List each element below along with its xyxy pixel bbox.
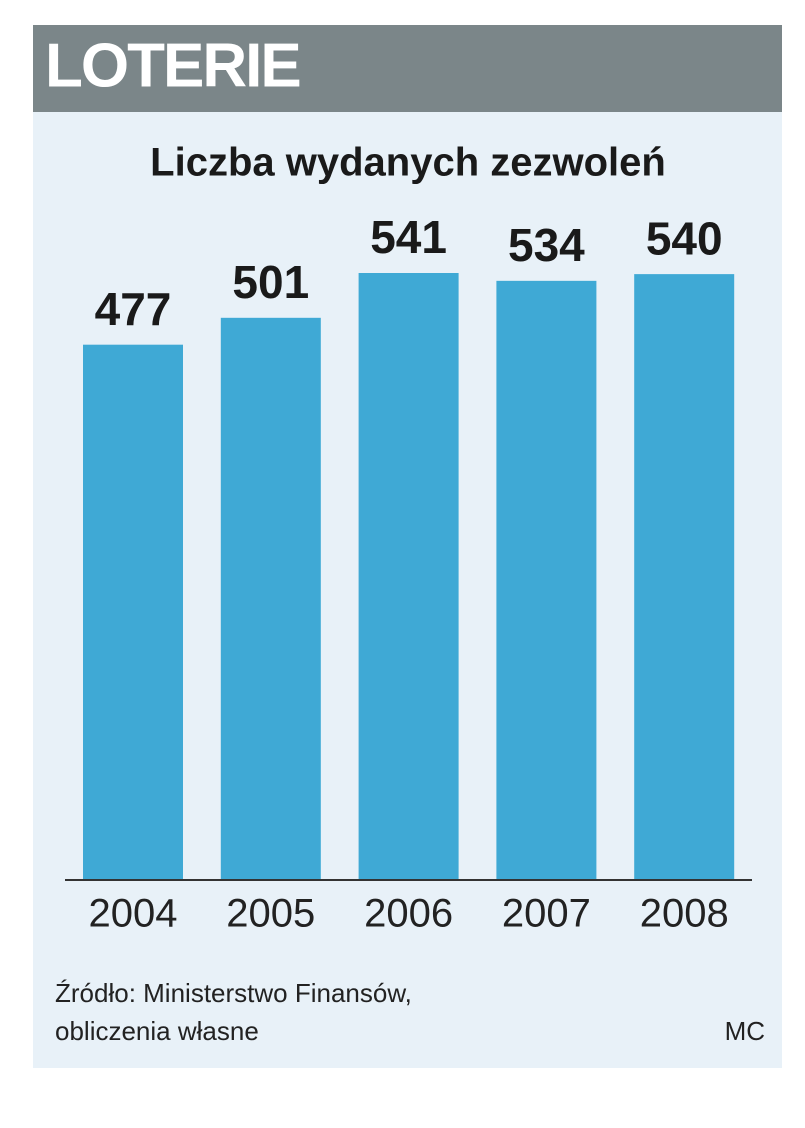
bar	[496, 280, 597, 879]
x-tick-label: 2007	[502, 892, 591, 936]
value-label: 540	[646, 212, 723, 264]
x-tick-label: 2006	[364, 892, 453, 936]
bar	[358, 273, 459, 879]
x-tick-label: 2005	[226, 892, 315, 936]
bar	[83, 344, 183, 879]
bar	[634, 274, 735, 880]
x-tick-label: 2008	[640, 892, 729, 936]
bar	[220, 317, 321, 879]
credit: MC	[725, 1016, 765, 1046]
value-label: 541	[370, 211, 447, 263]
value-label: 534	[508, 219, 585, 271]
source: obliczenia własne	[55, 1016, 259, 1046]
source: Źródło: Ministerstwo Finansów,	[55, 978, 412, 1008]
value-label: 477	[95, 283, 172, 335]
value-label: 501	[232, 256, 309, 308]
x-tick-label: 2004	[89, 892, 178, 936]
chart-title: Liczba wydanych zezwoleń	[150, 141, 666, 185]
header-band	[33, 25, 782, 112]
header: LOTERIE	[45, 31, 300, 100]
